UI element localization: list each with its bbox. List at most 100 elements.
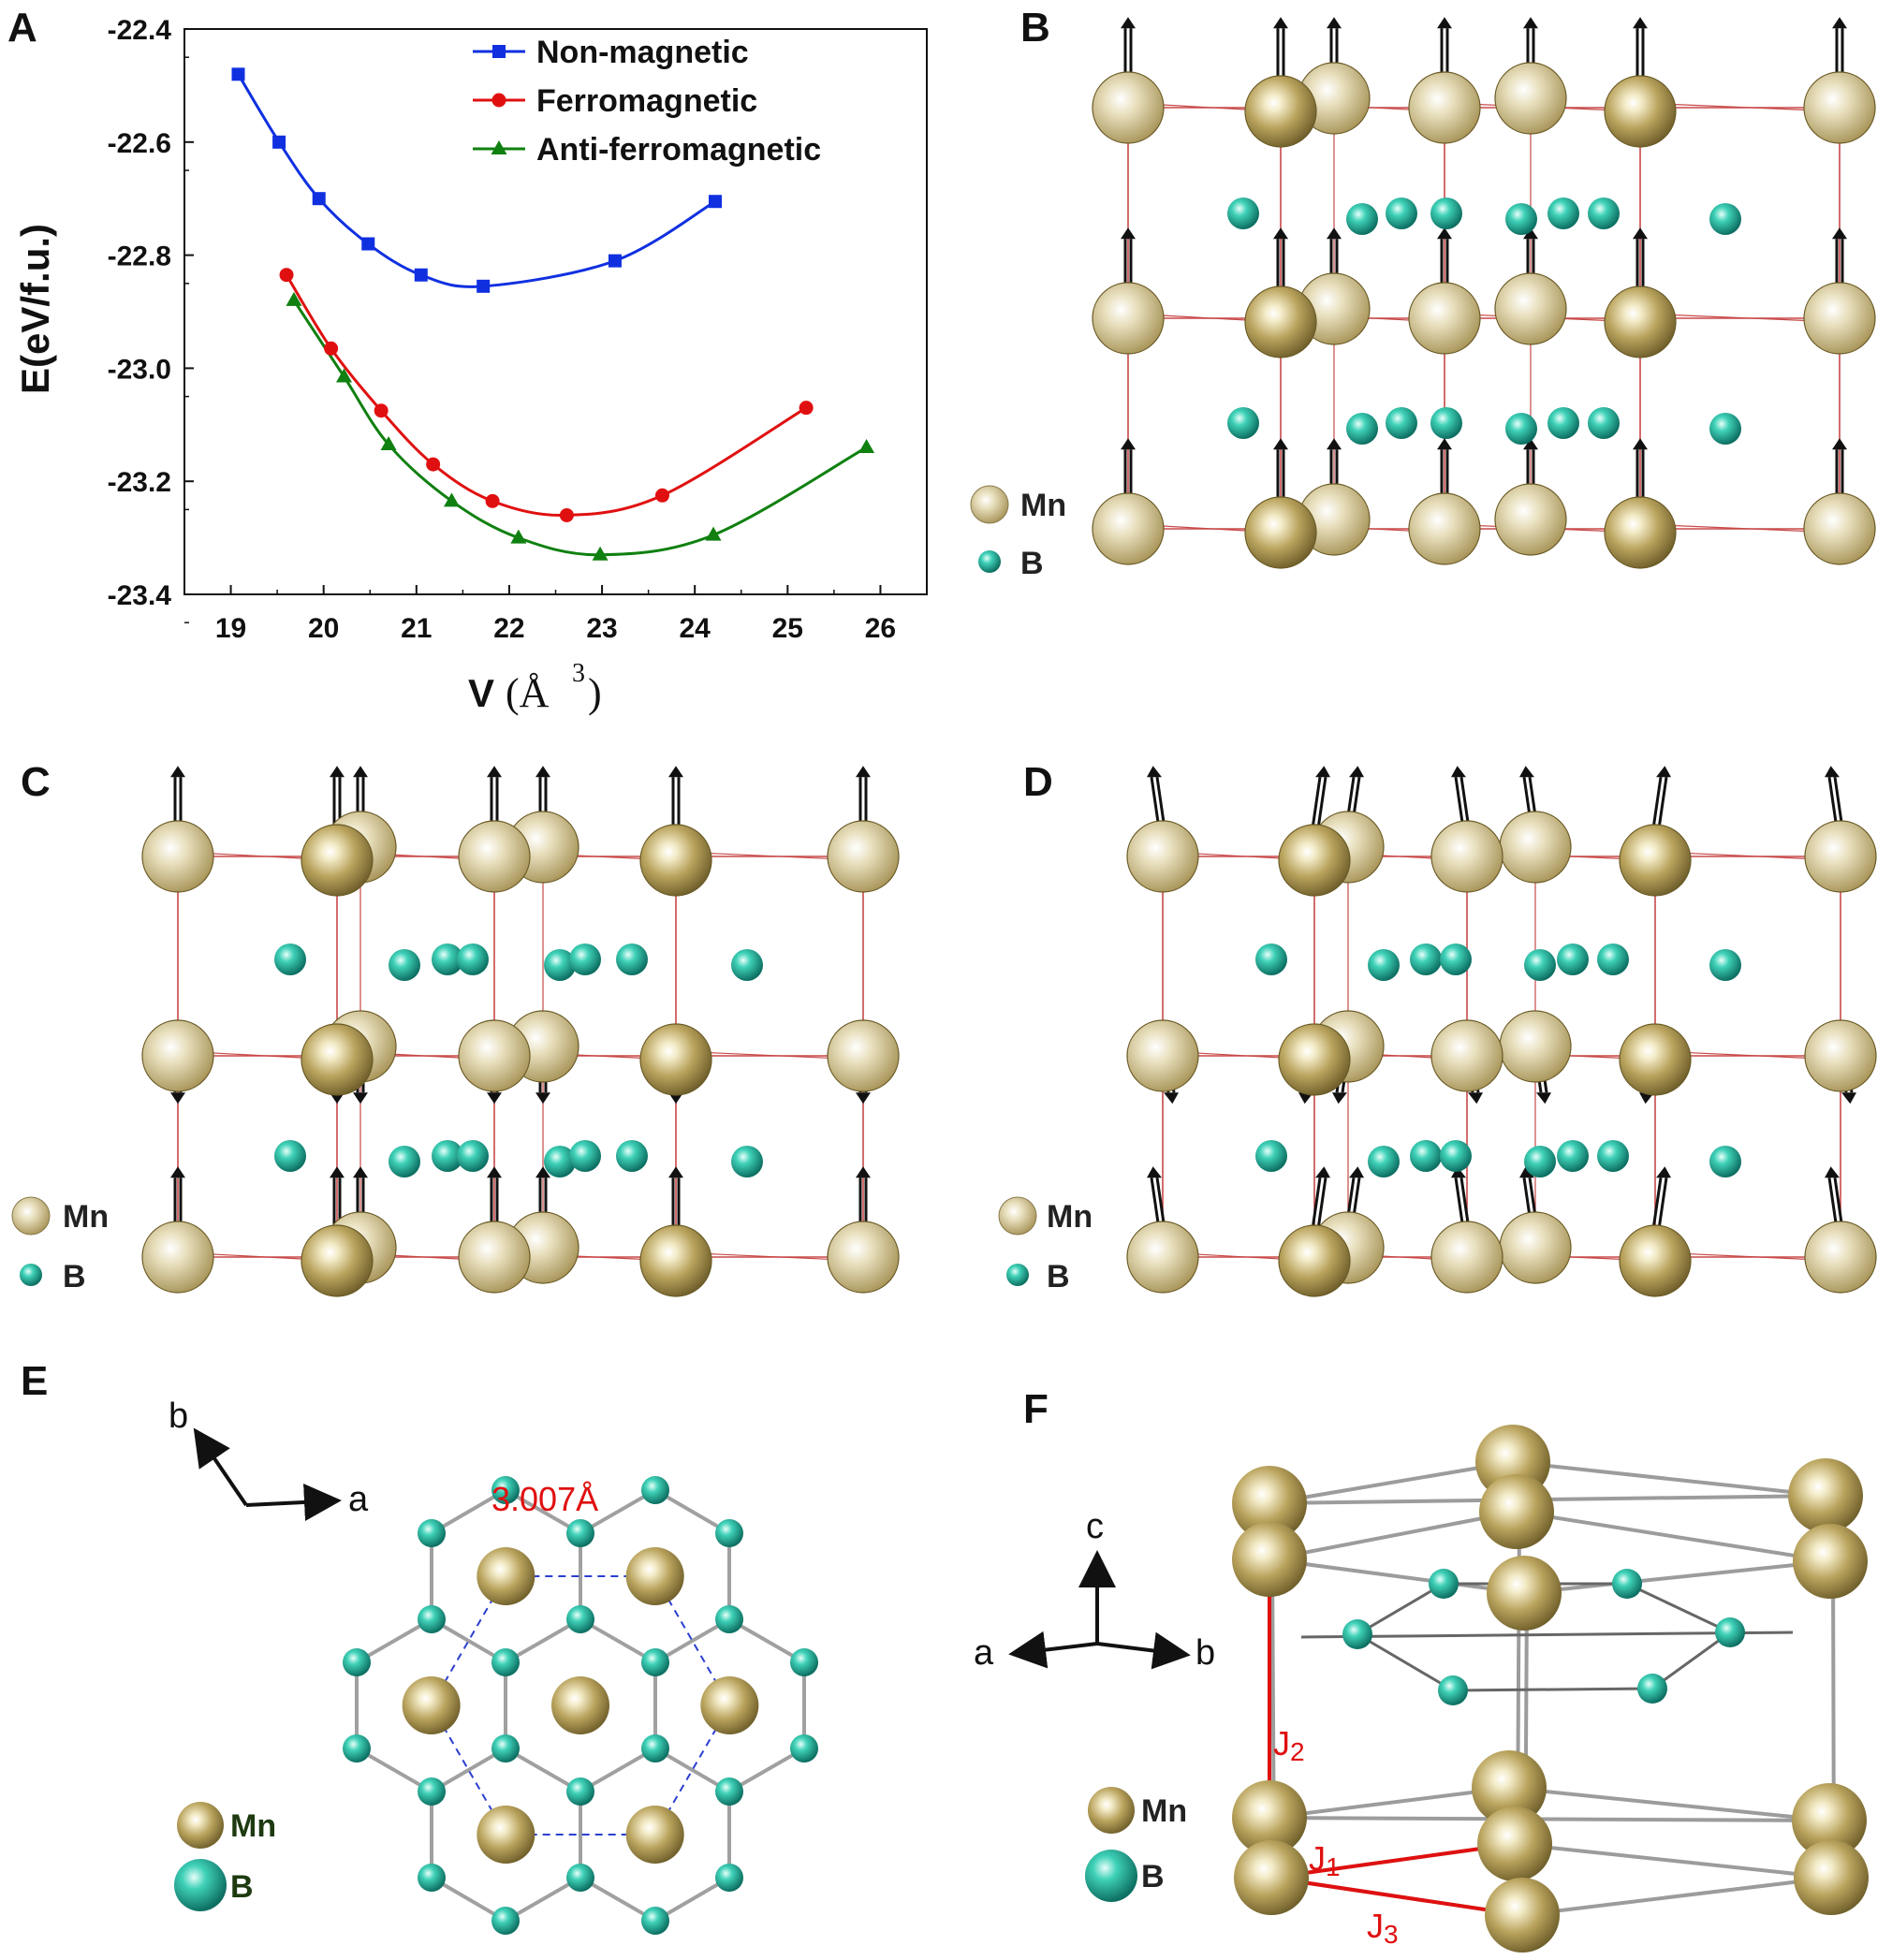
b-axis-label: b	[1195, 1633, 1215, 1673]
b-b-bond	[505, 1617, 581, 1664]
spin-arrowhead	[1315, 1166, 1330, 1178]
b-b-bond	[1651, 1631, 1731, 1690]
spin-arrowhead	[1832, 227, 1847, 240]
b-atom	[457, 943, 489, 975]
mn-atom	[1803, 492, 1876, 565]
spin-arrowhead	[487, 1092, 502, 1104]
b-b-bond	[1300, 1631, 1794, 1639]
mn-atom	[1278, 1023, 1351, 1096]
data-point-triangle	[443, 492, 460, 507]
j1-path	[1270, 1842, 1516, 1880]
mn-atom	[1485, 1878, 1560, 1953]
spin-arrowhead	[1327, 227, 1342, 240]
b-atom	[1440, 943, 1472, 975]
spin-arrowhead	[1832, 17, 1847, 29]
spin-arrowhead	[856, 1092, 871, 1104]
spin-arrowhead	[1633, 227, 1648, 240]
spin-arrowhead	[1273, 438, 1288, 450]
b-atom	[790, 1734, 818, 1763]
b-b-bond	[430, 1488, 507, 1535]
data-point-square	[708, 195, 722, 209]
data-point-triangle	[858, 438, 875, 453]
mn-atom	[1494, 272, 1567, 345]
b-b-bond	[728, 1747, 805, 1793]
b-atom	[1505, 203, 1537, 235]
mn-atom	[1604, 285, 1677, 358]
b-atom	[1386, 197, 1417, 229]
spin-arrowhead	[1451, 1166, 1466, 1178]
mn-atom	[1430, 820, 1503, 893]
b-legend-label: B	[230, 1869, 254, 1905]
data-point-square	[608, 254, 622, 268]
atom-legend-b: Mn B	[970, 485, 1066, 581]
mn-atom	[1408, 282, 1481, 355]
b-atom	[1557, 943, 1589, 975]
b-legend-icon	[1085, 1850, 1137, 1902]
mn-atom	[1494, 483, 1567, 556]
spin-arrowhead	[1656, 766, 1671, 778]
mn-legend-icon	[11, 1196, 51, 1236]
legend-marker	[492, 45, 506, 58]
mn-atom	[1232, 1466, 1307, 1541]
b-atom	[1438, 1675, 1468, 1705]
spin-arrowhead	[1832, 438, 1847, 450]
b-b-bond	[505, 1747, 581, 1793]
b-atom	[418, 1777, 446, 1806]
a-axis-arrow	[245, 1483, 342, 1521]
mn-atom	[1793, 1524, 1868, 1599]
b-b-bond	[356, 1747, 433, 1793]
a-axis-label: a	[974, 1633, 994, 1673]
data-point-triangle	[510, 529, 527, 544]
mn-atom	[1092, 71, 1165, 144]
mn-legend-icon	[1088, 1787, 1135, 1834]
b-legend-icon	[978, 550, 1001, 573]
mn-bond	[1269, 1558, 1525, 1595]
data-point-square	[477, 279, 491, 293]
y-axis: -22.4 -22.6 -22.8 -23.0 -23.2 -23.4	[108, 15, 194, 623]
spin-arrowhead	[535, 1166, 550, 1178]
b-legend-label: B	[1047, 1259, 1070, 1294]
spin-arrowhead	[1468, 1092, 1483, 1104]
c-axis-label: c	[1086, 1507, 1104, 1546]
spin-arrowhead	[668, 1166, 683, 1178]
b-atom	[389, 949, 420, 981]
b-b-bond	[728, 1617, 805, 1664]
b-atom	[491, 1907, 520, 1935]
b-atom	[274, 1140, 306, 1172]
unit-cell-exchange	[1232, 1425, 1869, 1953]
spin-arrowhead	[1121, 17, 1136, 29]
spin-arrowhead	[353, 1166, 368, 1178]
b-atom	[1637, 1674, 1667, 1704]
b-atom	[1386, 407, 1417, 439]
b-atom	[1588, 407, 1620, 439]
mn-bond	[1269, 1510, 1518, 1561]
atom-legend-d: Mn B	[998, 1196, 1093, 1294]
b-atom	[491, 1648, 520, 1676]
mn-atom	[301, 1023, 374, 1096]
spin-arrowhead	[1825, 766, 1840, 778]
mn-atom	[827, 820, 900, 893]
mn-bond	[1512, 1460, 1826, 1498]
mn-atom	[1244, 285, 1317, 358]
b-b-bond	[579, 1617, 656, 1664]
spin-arrowhead	[856, 766, 871, 778]
b-axis-arrow	[193, 1427, 248, 1507]
j2-label: J2	[1273, 1724, 1305, 1766]
mn-atom	[1430, 1019, 1503, 1092]
mn-atom	[1126, 1221, 1199, 1294]
atom-legend-c: Mn B	[11, 1196, 109, 1294]
b-atom	[1255, 943, 1287, 975]
spin-arrowhead	[1523, 17, 1538, 29]
b-atom	[1505, 413, 1537, 445]
b-axis-label: b	[169, 1397, 188, 1436]
b-atom	[731, 1146, 763, 1177]
mn-atom	[551, 1676, 609, 1734]
b-atom	[1346, 203, 1378, 235]
mn-atom	[1619, 1023, 1692, 1096]
spin-arrowhead	[1437, 438, 1452, 450]
b-b-bond	[579, 1488, 656, 1535]
panel-label-f: F	[1023, 1386, 1049, 1432]
x-tick-label: 22	[493, 613, 524, 644]
mn-atom	[639, 824, 712, 897]
mn-atom	[1803, 71, 1876, 144]
